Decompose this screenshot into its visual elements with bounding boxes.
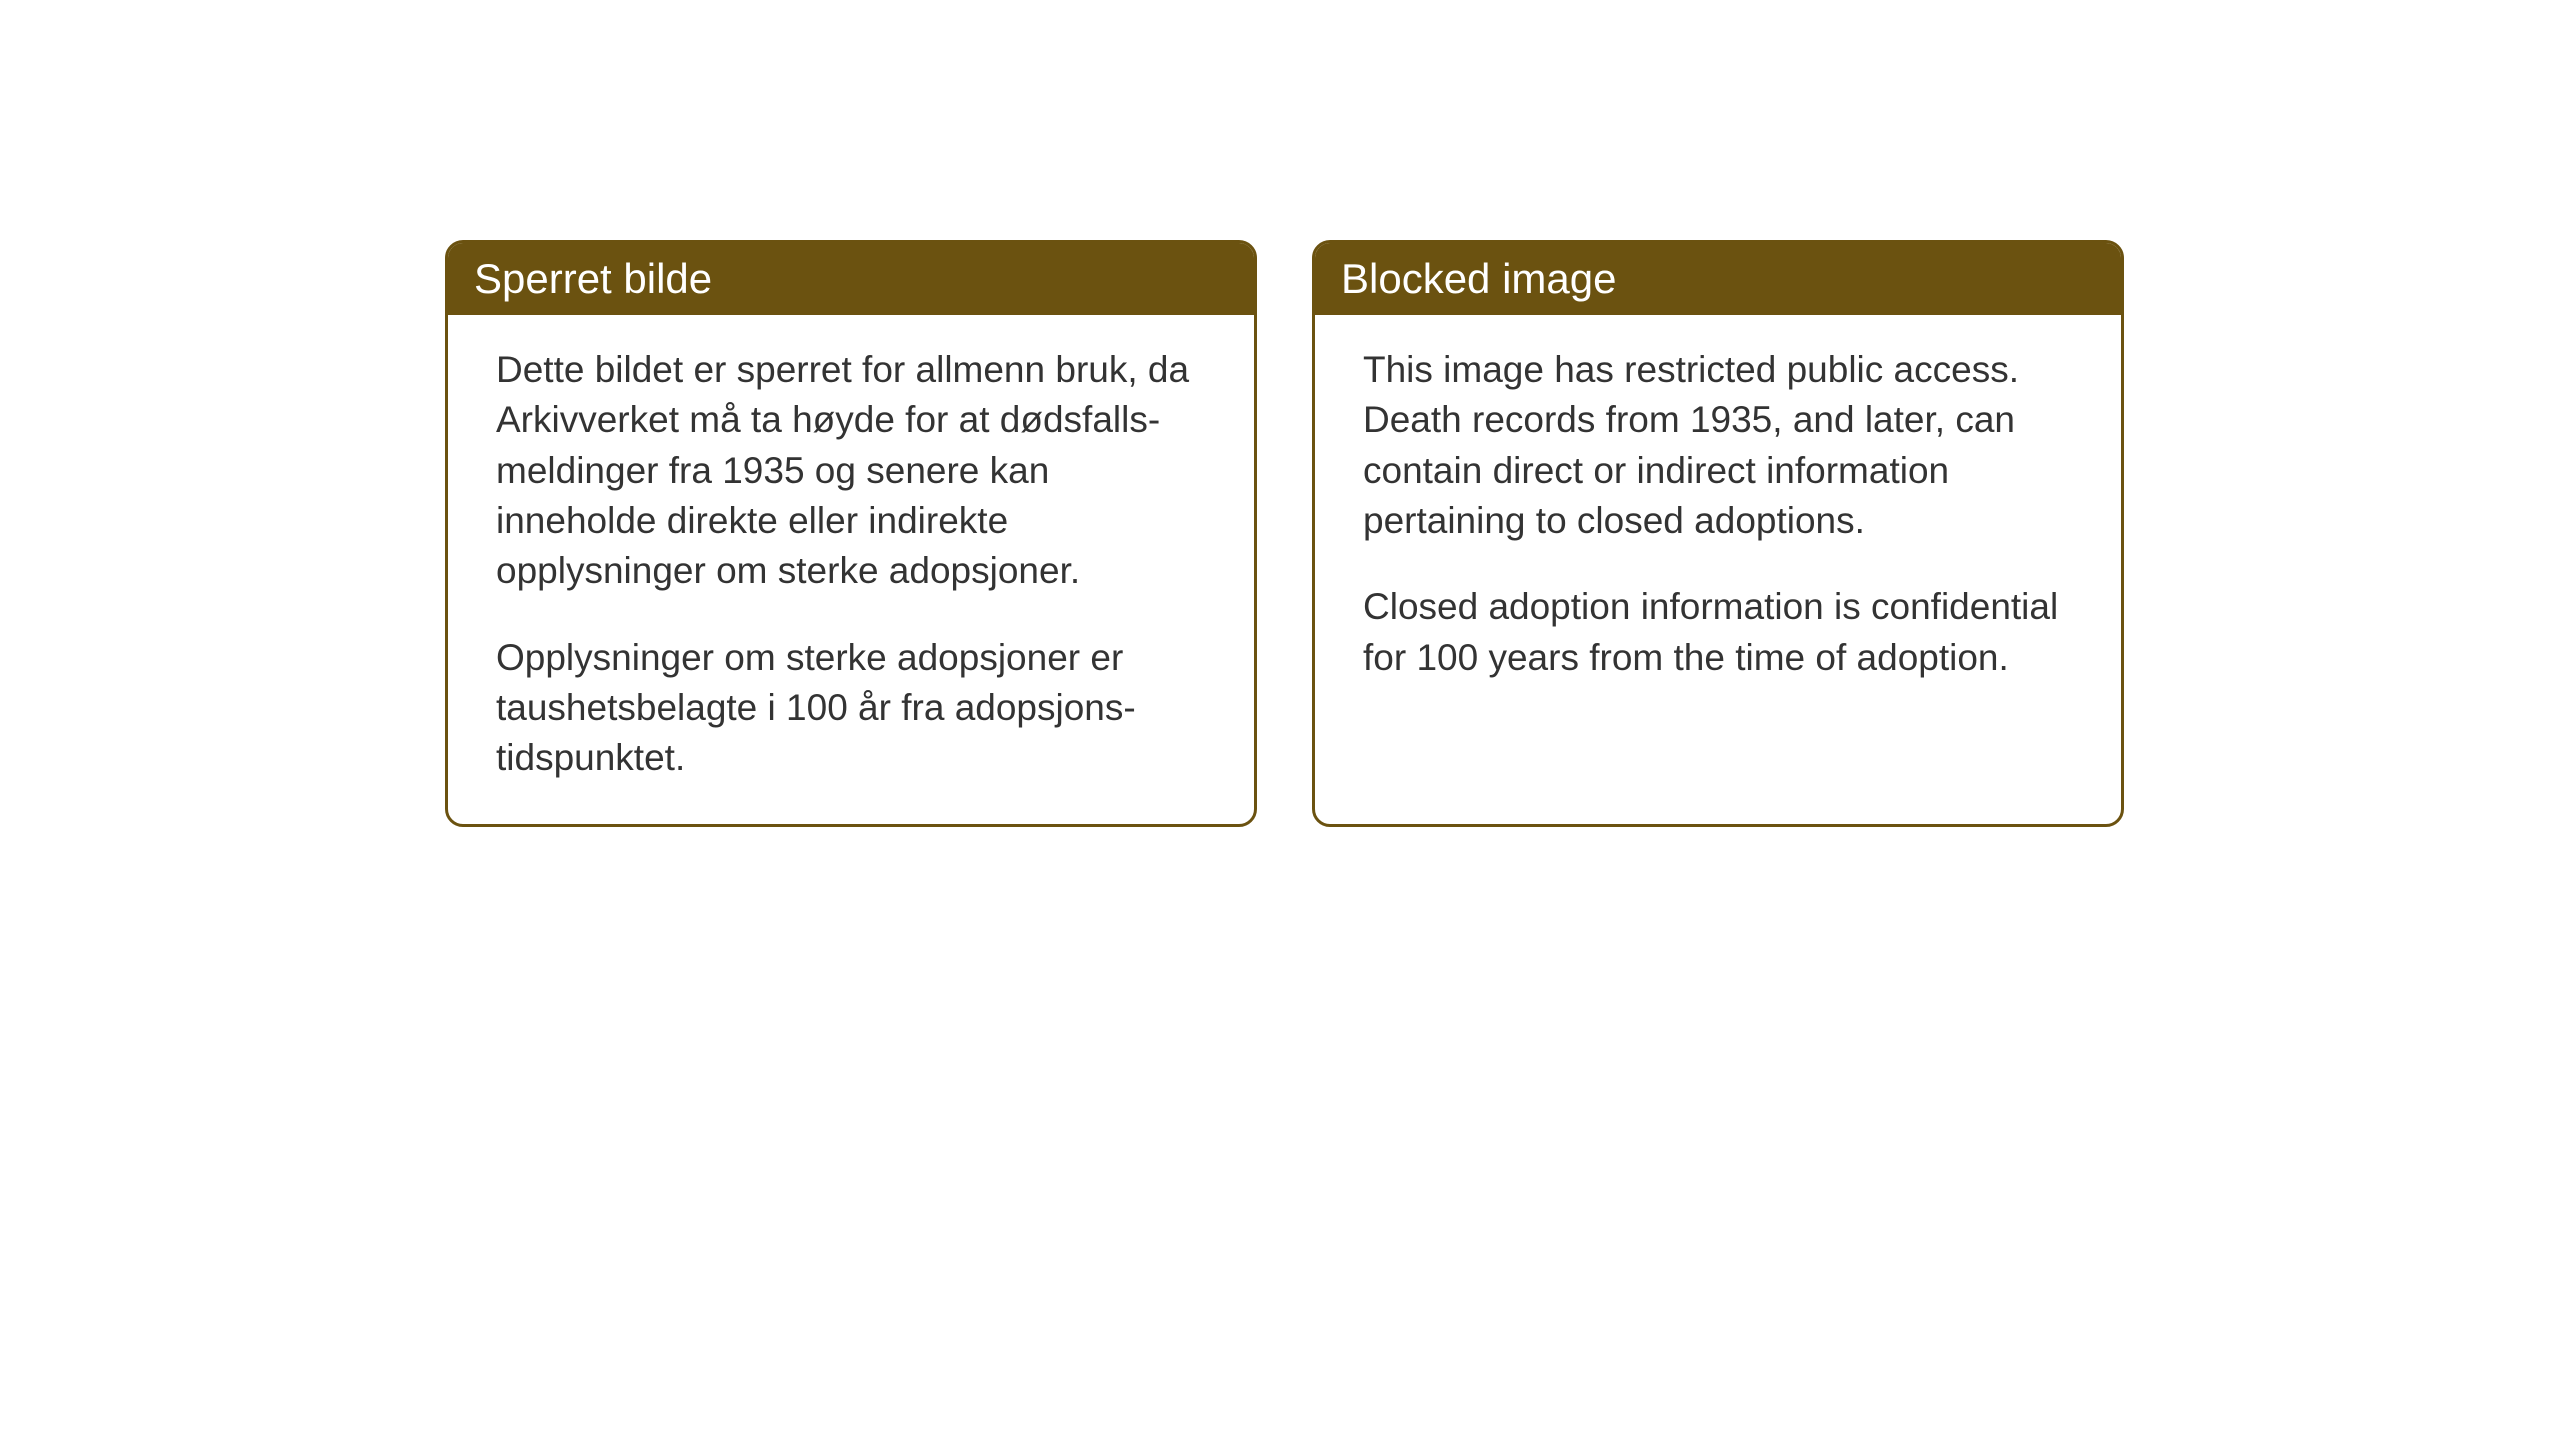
norwegian-card-title: Sperret bilde — [448, 243, 1254, 315]
norwegian-paragraph-1: Dette bildet er sperret for allmenn bruk… — [496, 345, 1206, 597]
norwegian-paragraph-2: Opplysninger om sterke adopsjoner er tau… — [496, 633, 1206, 784]
norwegian-notice-card: Sperret bilde Dette bildet er sperret fo… — [445, 240, 1257, 827]
english-notice-card: Blocked image This image has restricted … — [1312, 240, 2124, 827]
notice-cards-container: Sperret bilde Dette bildet er sperret fo… — [445, 240, 2124, 827]
english-card-body: This image has restricted public access.… — [1315, 315, 2121, 791]
english-card-title: Blocked image — [1315, 243, 2121, 315]
english-paragraph-2: Closed adoption information is confident… — [1363, 582, 2073, 683]
norwegian-card-body: Dette bildet er sperret for allmenn bruk… — [448, 315, 1254, 824]
english-paragraph-1: This image has restricted public access.… — [1363, 345, 2073, 546]
